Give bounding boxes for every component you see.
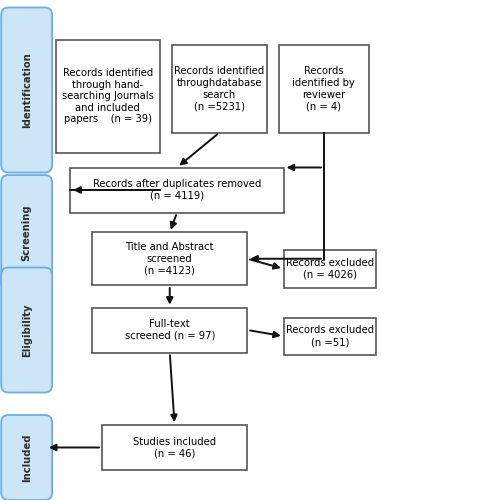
Text: Records after duplicates removed
(n = 4119): Records after duplicates removed (n = 41…	[92, 179, 261, 201]
FancyBboxPatch shape	[1, 175, 52, 290]
FancyBboxPatch shape	[1, 415, 52, 500]
Bar	[278, 45, 368, 132]
Bar	[92, 308, 247, 352]
Text: Full-text
screened (n = 97): Full-text screened (n = 97)	[124, 319, 214, 341]
Text: Records excluded
(n =51): Records excluded (n =51)	[285, 326, 373, 347]
Bar	[56, 40, 160, 152]
Text: Identification: Identification	[22, 52, 31, 128]
Text: Included: Included	[22, 433, 31, 482]
Bar	[92, 232, 247, 285]
Text: Records identified
through hand-
searching Journals
and included
papers    (n = : Records identified through hand- searchi…	[62, 68, 153, 124]
Bar	[172, 45, 266, 132]
Text: Eligibility: Eligibility	[22, 303, 31, 357]
Text: Records
identified by
reviewer
(n = 4): Records identified by reviewer (n = 4)	[292, 66, 354, 111]
Bar	[283, 250, 375, 288]
FancyBboxPatch shape	[1, 8, 52, 172]
Bar	[283, 318, 375, 355]
Text: Screening: Screening	[22, 204, 31, 261]
Text: Title and Abstract
screened
(n =4123): Title and Abstract screened (n =4123)	[125, 242, 213, 276]
Text: Studies included
(n = 46): Studies included (n = 46)	[133, 436, 216, 458]
Text: Records identified
throughdatabase
search
(n =5231): Records identified throughdatabase searc…	[174, 66, 264, 111]
Text: Records excluded
(n = 4026): Records excluded (n = 4026)	[285, 258, 373, 280]
FancyBboxPatch shape	[1, 268, 52, 392]
Bar	[70, 168, 283, 212]
Bar	[102, 425, 247, 470]
